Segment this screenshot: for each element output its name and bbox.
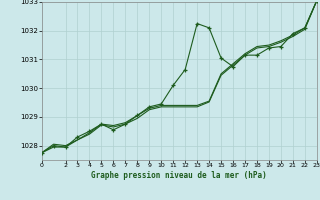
X-axis label: Graphe pression niveau de la mer (hPa): Graphe pression niveau de la mer (hPa) — [91, 171, 267, 180]
